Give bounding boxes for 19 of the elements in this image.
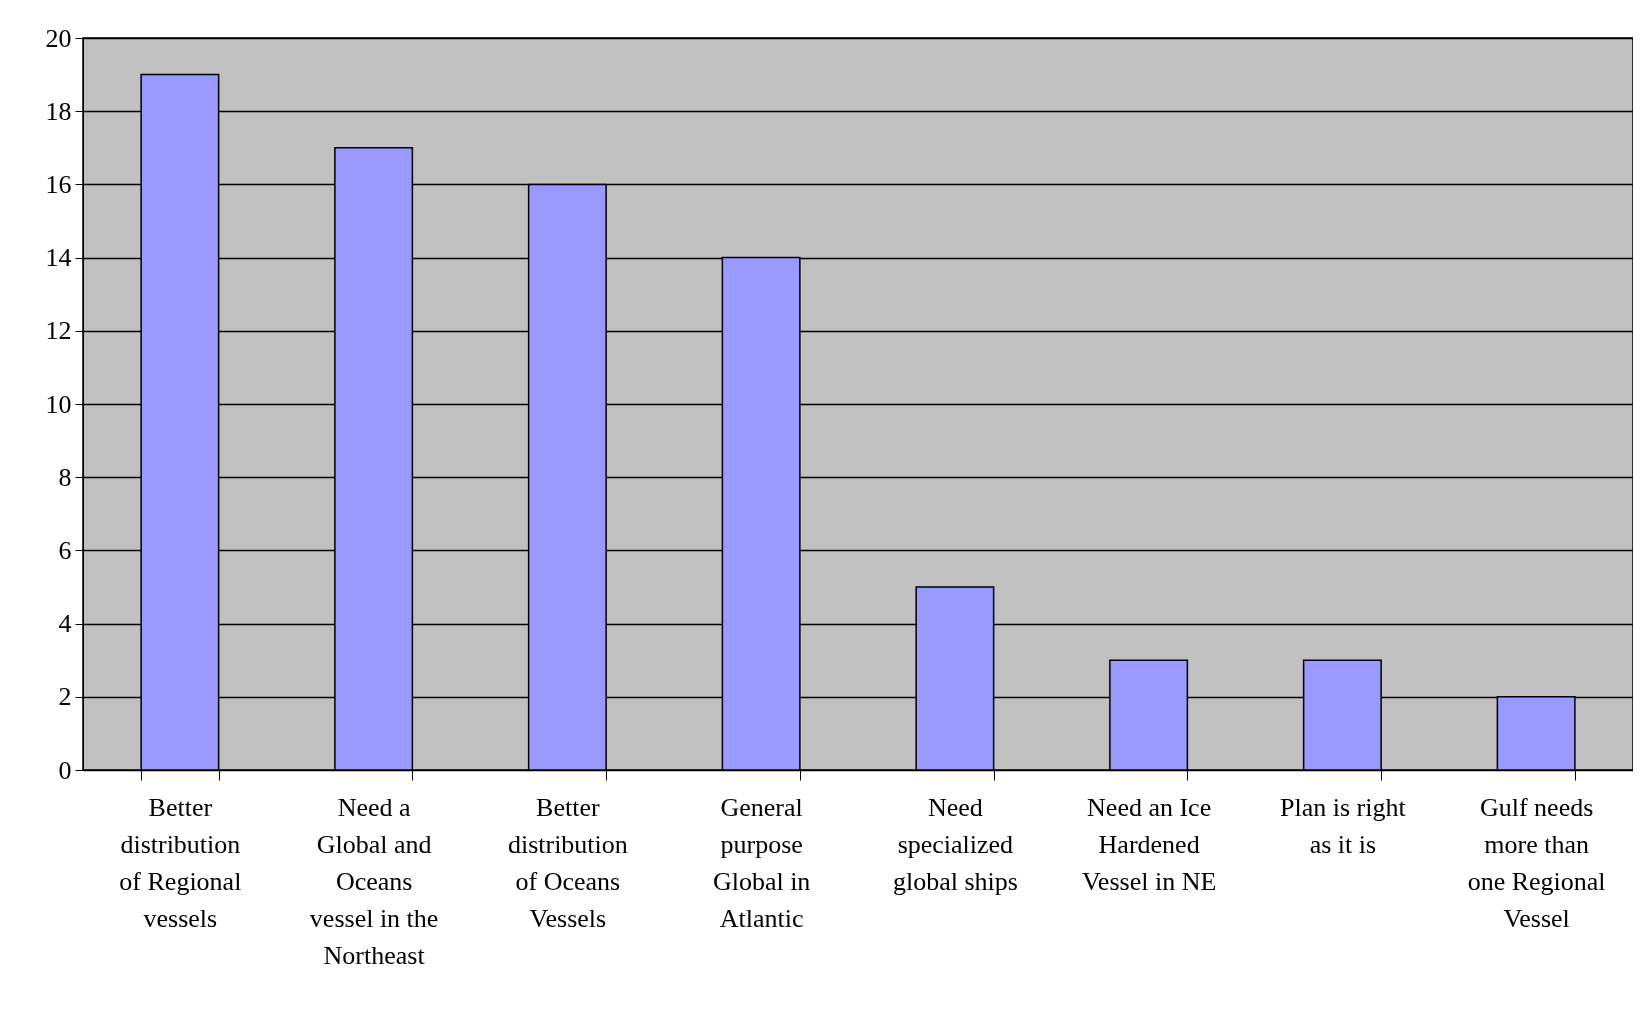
x-tick-label: Plan is right as it is <box>1280 792 1407 859</box>
y-tick-label: 18 <box>45 96 72 126</box>
x-tick-label: Gulf needs more than one Regional Vessel <box>1467 792 1606 933</box>
y-tick-label: 4 <box>58 609 72 639</box>
y-tick-label: 10 <box>45 389 72 419</box>
x-tick-label: Better distribution of Oceans Vessels <box>507 792 628 933</box>
x-tick-label: Need an Ice Hardened Vessel in NE <box>1081 792 1217 896</box>
x-tick-label: Need a Global and Oceans vessel in the Northeast <box>309 792 439 970</box>
y-tick-label: 2 <box>58 682 72 712</box>
y-tick-label: 12 <box>45 316 72 346</box>
x-tick-label: Need specialized global ships <box>892 792 1018 896</box>
x-tick-label: General purpose Global in Atlantic <box>712 792 811 933</box>
x-tick-label: Better distribution of Regional vessels <box>119 792 242 933</box>
y-tick-label: 14 <box>45 243 72 273</box>
y-tick-label: 0 <box>58 755 72 785</box>
y-tick-label: 8 <box>58 462 72 492</box>
y-tick-label: 16 <box>45 169 72 199</box>
y-tick-label: 20 <box>45 23 72 53</box>
y-tick-label: 6 <box>58 535 72 565</box>
